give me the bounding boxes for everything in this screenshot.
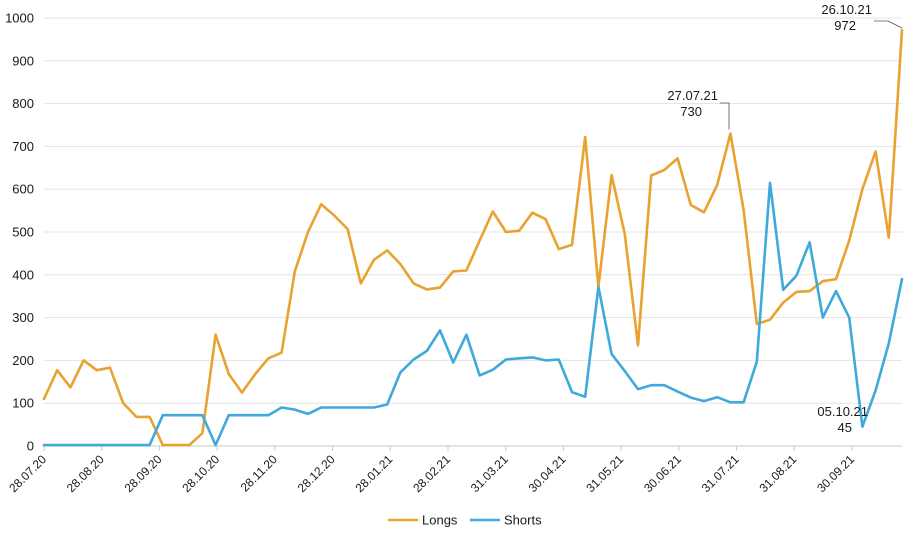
annotation-value: 45 [838,420,852,435]
y-tick-label: 900 [12,53,34,68]
x-tick-label: 31.07.21 [699,452,742,495]
x-tick-label: 28.12.20 [295,452,338,495]
x-tick-label: 28.08.20 [64,452,107,495]
y-tick-label: 0 [27,439,34,454]
x-tick-label: 30.04.21 [526,452,569,495]
y-tick-label: 1000 [5,11,34,26]
annotation-leader [874,20,903,29]
x-tick-label: 28.09.20 [122,452,165,495]
y-tick-label: 400 [12,267,34,282]
y-tick-label: 600 [12,182,34,197]
y-tick-label: 300 [12,310,34,325]
x-tick-label: 28.10.20 [179,452,222,495]
x-tick-label: 31.03.21 [468,452,511,495]
x-tick-label: 28.02.21 [410,452,453,495]
annotation-value: 972 [834,18,856,33]
gridlines [44,17,902,404]
legend-label-longs: Longs [422,513,458,528]
x-tick-label: 31.05.21 [583,452,626,495]
annotation-date: 26.10.21 [821,2,872,17]
series-line-longs [42,28,904,447]
annotation-value: 730 [680,104,702,119]
y-axis-ticks: 0 100 200 300 400 500 600 700 800 900 1000 [5,11,34,454]
x-tick-label: 28.01.21 [352,452,395,495]
x-tick-label: 30.09.21 [814,452,857,495]
annotation-leader [720,102,730,130]
annotation-date: 05.10.21 [817,404,868,419]
x-tick-label: 30.06.21 [641,452,684,495]
y-tick-label: 100 [12,396,34,411]
annotation-date: 27.07.21 [667,88,718,103]
x-axis-ticks: 28.07.20 28.08.20 28.09.20 28.10.20 28.11.20… [6,446,857,495]
y-tick-label: 700 [12,139,34,154]
x-tick-label: 28.11.20 [238,452,281,495]
y-tick-label: 800 [12,96,34,111]
series-lines [42,28,904,447]
y-tick-label: 200 [12,353,34,368]
y-tick-label: 500 [12,225,34,240]
x-tick-label: 28.07.20 [6,452,49,495]
legend-label-shorts: Shorts [504,513,542,528]
series-line-shorts [42,181,904,447]
legend: Longs Shorts [388,513,542,528]
x-tick-label: 31.08.21 [756,452,799,495]
